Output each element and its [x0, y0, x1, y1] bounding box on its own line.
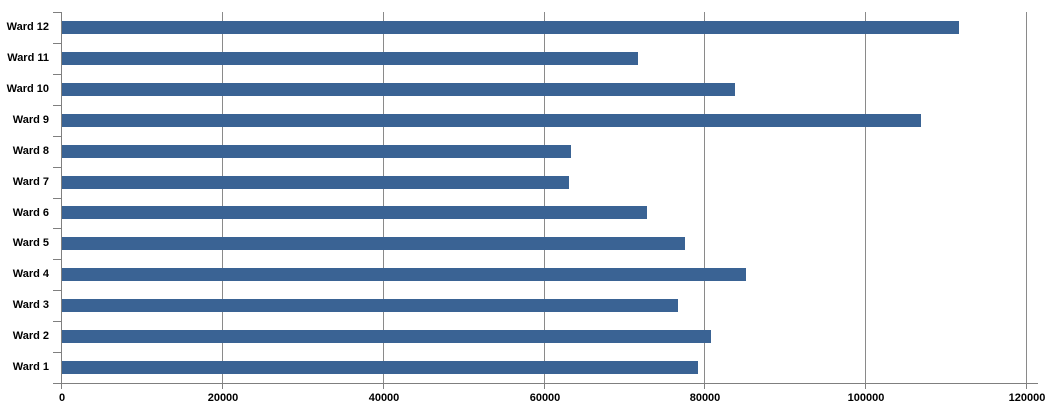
x-axis-tick [61, 384, 62, 389]
bar-ward-5 [62, 237, 685, 250]
bar-ward-9 [62, 114, 921, 127]
gridline [704, 12, 705, 383]
y-axis-tick [53, 228, 62, 229]
bar-ward-10 [62, 83, 735, 96]
gridline [383, 12, 384, 383]
x-tick-label: 100000 [847, 392, 885, 404]
category-label: Ward 9 [12, 114, 49, 126]
category-label: Ward 6 [12, 207, 49, 219]
bar-ward-11 [62, 52, 638, 65]
bar-ward-2 [62, 330, 711, 343]
bar-ward-12 [62, 21, 959, 34]
x-tick-label: 20000 [207, 392, 239, 404]
x-axis-line [53, 383, 1038, 384]
y-axis-tick [53, 290, 62, 291]
category-label: Ward 4 [12, 268, 49, 280]
category-label: Ward 2 [12, 330, 49, 342]
y-axis-tick [53, 105, 62, 106]
bar-ward-7 [62, 176, 569, 189]
bar-ward-3 [62, 299, 678, 312]
category-label: Ward 7 [12, 176, 49, 188]
bar-ward-6 [62, 206, 647, 219]
x-tick-label: 80000 [689, 392, 721, 404]
category-label: Ward 3 [12, 299, 49, 311]
x-axis-tick [865, 384, 866, 389]
gridline [222, 12, 223, 383]
gridline [1026, 12, 1027, 383]
x-axis-tick [704, 384, 705, 389]
gridline [544, 12, 545, 383]
y-axis-tick [53, 74, 62, 75]
category-label: Ward 1 [12, 361, 49, 373]
y-axis-tick [53, 352, 62, 353]
y-axis-tick [53, 12, 62, 13]
x-tick-label: 0 [58, 392, 66, 404]
x-axis-tick [1026, 384, 1027, 389]
y-axis-tick [53, 167, 62, 168]
y-axis-tick [53, 259, 62, 260]
category-label: Ward 8 [12, 145, 49, 157]
bar-ward-8 [62, 145, 571, 158]
x-tick-label: 120000 [1008, 392, 1046, 404]
x-axis-tick [544, 384, 545, 389]
x-axis-tick [383, 384, 384, 389]
category-label: Ward 11 [7, 52, 49, 64]
y-axis-tick [53, 43, 62, 44]
y-axis-tick [53, 136, 62, 137]
y-axis-tick [53, 383, 62, 384]
y-axis-tick [53, 321, 62, 322]
category-label: Ward 12 [6, 21, 49, 33]
x-tick-label: 40000 [368, 392, 400, 404]
x-axis-tick [222, 384, 223, 389]
category-label: Ward 10 [6, 83, 49, 95]
bar-ward-4 [62, 268, 746, 281]
x-tick-label: 60000 [529, 392, 561, 404]
y-axis-tick [53, 198, 62, 199]
plot-area [62, 12, 1027, 383]
bar-ward-1 [62, 361, 698, 374]
category-label: Ward 5 [12, 237, 49, 249]
gridline [865, 12, 866, 383]
